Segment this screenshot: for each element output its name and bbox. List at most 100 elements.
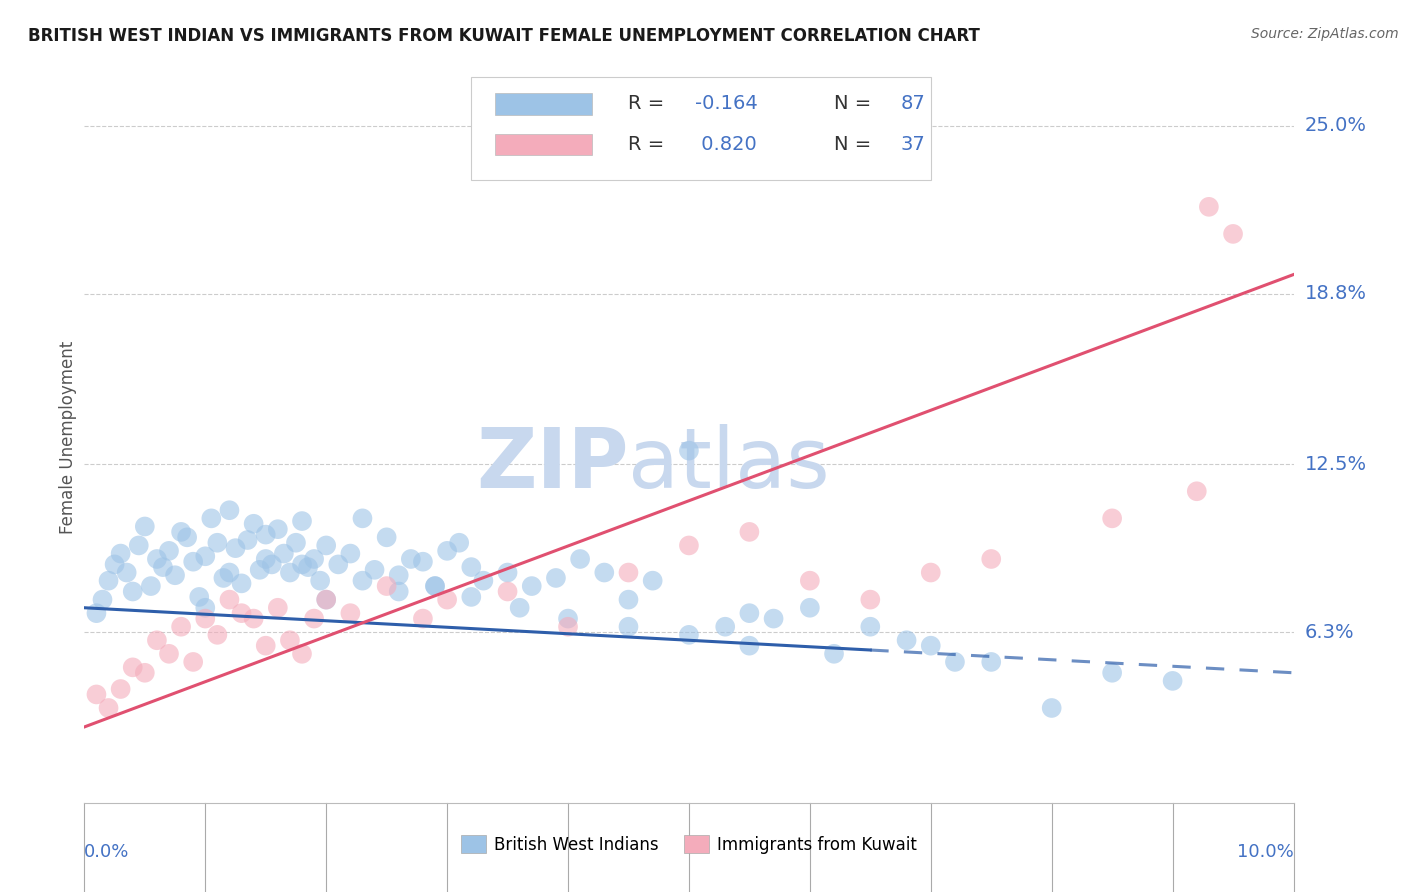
Point bbox=[714, 620, 737, 634]
Point bbox=[1101, 665, 1123, 680]
Point bbox=[1101, 511, 1123, 525]
Point bbox=[218, 592, 240, 607]
Point bbox=[134, 665, 156, 680]
Text: 37: 37 bbox=[901, 135, 925, 154]
Point bbox=[86, 606, 108, 620]
Point bbox=[146, 633, 169, 648]
Point bbox=[557, 611, 579, 625]
Text: N =: N = bbox=[834, 135, 877, 154]
Text: N =: N = bbox=[834, 95, 877, 113]
Point bbox=[678, 443, 700, 458]
Point bbox=[762, 611, 785, 625]
Point bbox=[157, 647, 180, 661]
Point bbox=[249, 563, 271, 577]
Point bbox=[254, 552, 277, 566]
Point bbox=[509, 600, 531, 615]
Point bbox=[278, 633, 301, 648]
Point bbox=[110, 547, 132, 561]
Point bbox=[375, 579, 398, 593]
Point bbox=[254, 527, 277, 541]
Point bbox=[291, 647, 314, 661]
Text: 6.3%: 6.3% bbox=[1305, 623, 1354, 641]
Point bbox=[617, 592, 640, 607]
Point bbox=[388, 584, 411, 599]
Point bbox=[139, 579, 162, 593]
Point bbox=[242, 516, 264, 531]
Point bbox=[436, 544, 458, 558]
Point bbox=[859, 620, 882, 634]
Point bbox=[115, 566, 138, 580]
Point bbox=[738, 524, 761, 539]
Text: 12.5%: 12.5% bbox=[1305, 455, 1367, 474]
FancyBboxPatch shape bbox=[495, 134, 592, 155]
Point bbox=[291, 558, 314, 572]
Point bbox=[412, 555, 434, 569]
Point bbox=[242, 611, 264, 625]
Point bbox=[399, 552, 422, 566]
Point bbox=[496, 566, 519, 580]
Text: 0.820: 0.820 bbox=[695, 135, 756, 154]
Point bbox=[738, 639, 761, 653]
Point bbox=[496, 584, 519, 599]
Point bbox=[97, 701, 120, 715]
Point bbox=[569, 552, 592, 566]
Point bbox=[339, 606, 361, 620]
Point bbox=[423, 579, 446, 593]
Text: -0.164: -0.164 bbox=[695, 95, 758, 113]
Point bbox=[165, 568, 187, 582]
FancyBboxPatch shape bbox=[495, 93, 592, 115]
Point bbox=[194, 549, 217, 564]
Text: 18.8%: 18.8% bbox=[1305, 284, 1367, 303]
Point bbox=[86, 688, 108, 702]
Point bbox=[267, 522, 290, 536]
Point bbox=[557, 620, 579, 634]
Text: atlas: atlas bbox=[628, 424, 830, 505]
Point bbox=[188, 590, 211, 604]
Point bbox=[920, 566, 942, 580]
Point bbox=[297, 560, 319, 574]
Point bbox=[254, 639, 277, 653]
Point bbox=[218, 503, 240, 517]
Point bbox=[236, 533, 259, 547]
FancyBboxPatch shape bbox=[471, 77, 931, 179]
Point bbox=[176, 530, 198, 544]
Point bbox=[678, 628, 700, 642]
Text: BRITISH WEST INDIAN VS IMMIGRANTS FROM KUWAIT FEMALE UNEMPLOYMENT CORRELATION CH: BRITISH WEST INDIAN VS IMMIGRANTS FROM K… bbox=[28, 27, 980, 45]
Point bbox=[152, 560, 174, 574]
Point bbox=[641, 574, 664, 588]
Point bbox=[617, 620, 640, 634]
Point bbox=[363, 563, 385, 577]
Point bbox=[170, 620, 193, 634]
Point bbox=[110, 681, 132, 696]
Point bbox=[823, 647, 845, 661]
Point bbox=[170, 524, 193, 539]
Point bbox=[980, 655, 1002, 669]
Y-axis label: Female Unemployment: Female Unemployment bbox=[59, 341, 77, 533]
Point bbox=[460, 590, 482, 604]
Legend: British West Indians, Immigrants from Kuwait: British West Indians, Immigrants from Ku… bbox=[454, 829, 924, 860]
Point bbox=[799, 600, 821, 615]
Point bbox=[920, 639, 942, 653]
Point bbox=[181, 555, 204, 569]
Point bbox=[309, 574, 332, 588]
Point bbox=[194, 600, 217, 615]
Point bbox=[423, 579, 446, 593]
Point bbox=[128, 538, 150, 552]
Point bbox=[91, 592, 114, 607]
Point bbox=[194, 611, 217, 625]
Point bbox=[375, 530, 398, 544]
Point bbox=[273, 547, 295, 561]
Point bbox=[1040, 701, 1063, 715]
Text: 10.0%: 10.0% bbox=[1237, 844, 1294, 862]
Point bbox=[520, 579, 543, 593]
Point bbox=[1161, 673, 1184, 688]
Text: ZIP: ZIP bbox=[477, 424, 628, 505]
Point bbox=[212, 571, 235, 585]
Point bbox=[302, 611, 325, 625]
Point bbox=[231, 606, 253, 620]
Text: R =: R = bbox=[628, 135, 671, 154]
Point bbox=[157, 544, 180, 558]
Point bbox=[328, 558, 350, 572]
Point bbox=[146, 552, 169, 566]
Point bbox=[315, 592, 337, 607]
